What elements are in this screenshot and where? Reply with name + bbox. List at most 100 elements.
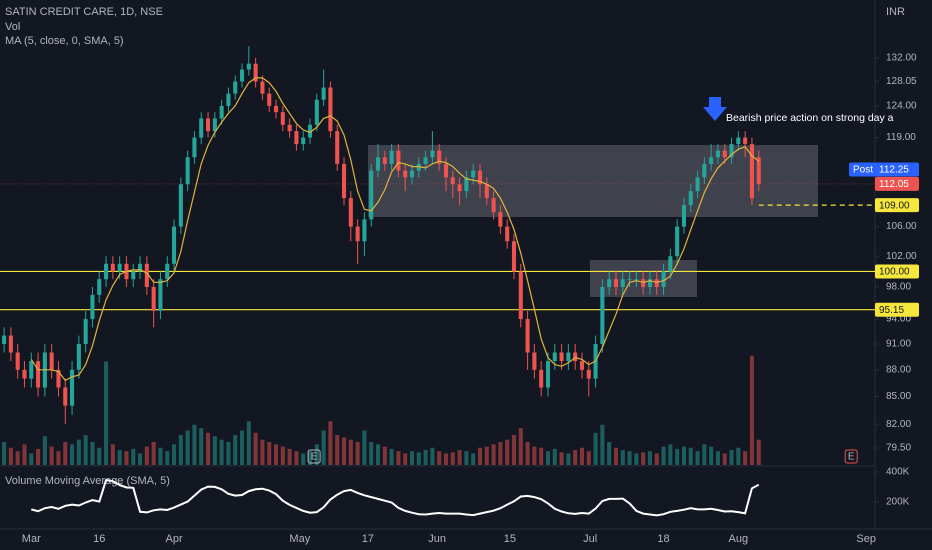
event-marker	[307, 449, 321, 464]
x-tick-label: 15	[504, 533, 516, 545]
candle-body	[267, 93, 272, 106]
volume-bar	[29, 453, 34, 465]
volume-bar	[729, 450, 734, 465]
candle-body	[253, 63, 258, 82]
candle-body	[117, 263, 122, 272]
volume-bar	[2, 442, 7, 465]
candle-body	[178, 184, 183, 227]
candle-body	[437, 150, 442, 164]
candle-body	[199, 118, 204, 138]
candle-body	[219, 105, 224, 119]
volume-bar	[36, 448, 41, 465]
event-label: E	[848, 452, 855, 463]
volume-bar	[539, 447, 544, 465]
volume-bar	[233, 435, 238, 465]
candle-body	[477, 170, 483, 185]
y-tick-label: 119.00	[886, 132, 916, 143]
y2-tick-label: 200K	[886, 497, 910, 508]
level-label: 95.15	[879, 305, 904, 316]
volume-bar	[307, 451, 313, 465]
candle-body	[423, 157, 428, 164]
event-marker	[844, 449, 858, 464]
volume-bar	[552, 448, 557, 465]
candle-body	[369, 170, 374, 220]
y-tick-label: 85.00	[886, 391, 911, 402]
y-tick-label: 79.50	[886, 443, 911, 454]
y-tick-label: 82.00	[886, 419, 911, 430]
candle-body	[192, 137, 197, 158]
zones	[368, 145, 818, 297]
volume-bar	[511, 435, 517, 465]
candle-body	[457, 184, 462, 192]
candle-body	[491, 198, 496, 213]
currency: INR	[886, 6, 905, 18]
level-label: 100.00	[879, 267, 910, 278]
candle-body	[138, 263, 143, 272]
volume-bar	[607, 442, 612, 465]
volume-bar	[70, 444, 75, 465]
x-tick-label: Mar	[22, 533, 41, 545]
volume-bar	[301, 453, 306, 465]
volume-bar	[321, 430, 326, 465]
candle-body	[97, 279, 102, 295]
volume-bar	[620, 450, 625, 465]
volume-bar	[56, 451, 61, 465]
candle-body	[49, 352, 54, 370]
x-tick-label: Jun	[428, 533, 446, 545]
volume-bar	[348, 439, 353, 465]
y-tick-label: 94.00	[886, 314, 911, 325]
last-price-tag	[875, 176, 919, 191]
candle-body	[756, 157, 761, 184]
candle-body	[382, 157, 387, 164]
candle-body	[403, 170, 408, 178]
volume-bar	[104, 361, 109, 465]
volume-bar	[736, 447, 741, 465]
y-tick-label: 98.00	[886, 282, 911, 293]
candle-body	[450, 177, 455, 185]
candle-body	[294, 131, 299, 145]
candle-body	[729, 144, 734, 158]
candle-body	[328, 87, 333, 132]
volume-ma-line	[31, 478, 760, 517]
volume-bar	[681, 446, 686, 465]
volume-bar	[158, 447, 163, 465]
volume-bar	[457, 450, 462, 465]
candle-body	[131, 271, 136, 280]
volume-bar	[593, 432, 598, 465]
candle-body	[586, 369, 591, 379]
candle-body	[144, 263, 149, 287]
candle-body	[287, 124, 292, 132]
candle-body	[83, 319, 88, 345]
volume-bar	[280, 446, 285, 465]
x-tick-label: 17	[362, 533, 374, 545]
volume-bar	[505, 439, 510, 465]
volume-bar	[151, 442, 156, 465]
candle-body	[627, 279, 632, 281]
candle-body	[104, 263, 109, 280]
candle-body	[172, 226, 177, 264]
candle-body	[675, 226, 680, 257]
candle-body	[63, 387, 68, 406]
candle-body	[498, 212, 503, 227]
volume-bar	[641, 452, 646, 465]
candle-body	[36, 361, 41, 388]
volume-bar	[144, 446, 149, 465]
volume-bar	[613, 447, 619, 465]
candle-body	[355, 226, 360, 242]
volume-bar	[138, 453, 143, 465]
candle-body	[29, 361, 34, 379]
candle-body	[736, 137, 741, 145]
chart-title: SATIN CREDIT CARE, 1D, NSE	[5, 6, 163, 18]
y-tick-label: 128.05	[886, 76, 917, 87]
volume-bar	[178, 435, 183, 465]
volume-bar	[545, 451, 551, 465]
candle-body	[206, 118, 211, 132]
indicator-title: Volume Moving Average (SMA, 5)	[5, 475, 170, 487]
volume-bar	[647, 451, 653, 465]
candle-body	[600, 286, 605, 345]
candle-body	[539, 369, 544, 388]
volume-bar	[124, 451, 129, 465]
volume-bar	[702, 444, 707, 465]
volume-bar	[172, 444, 177, 465]
volume-bar	[219, 439, 224, 465]
